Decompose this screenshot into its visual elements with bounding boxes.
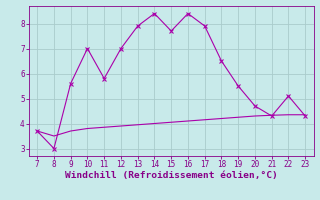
X-axis label: Windchill (Refroidissement éolien,°C): Windchill (Refroidissement éolien,°C) [65,171,277,180]
